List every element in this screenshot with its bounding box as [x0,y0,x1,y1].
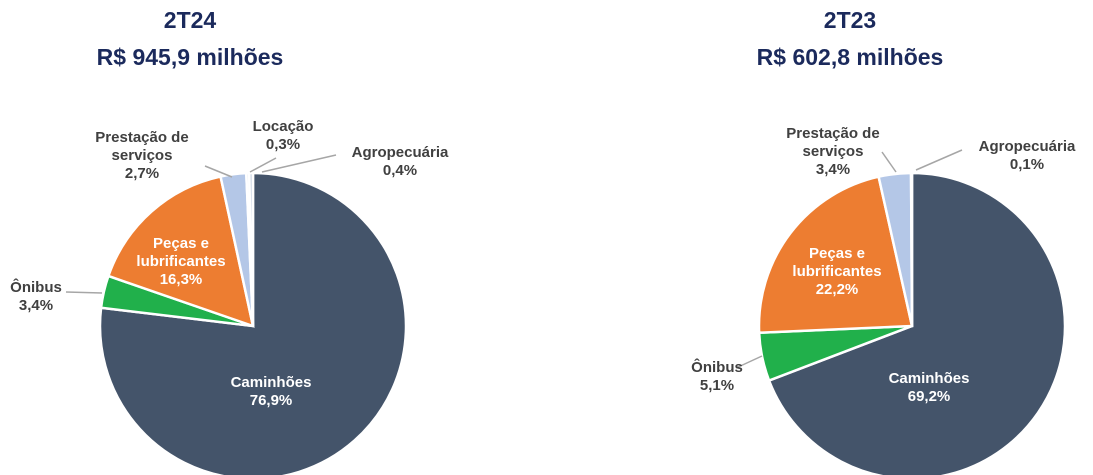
slice-value: 16,3% [159,271,203,288]
slice-value: 22,2% [815,281,859,298]
slice-value: 0,3% [265,136,301,153]
slice-name: Caminhões [888,370,970,387]
slice-value: 3,4% [815,161,851,178]
pie-slice [247,171,255,327]
slice-name: Agropecuária [978,138,1076,155]
slice-name: Ônibus [691,359,743,376]
chart-title: 2T23 [823,7,877,33]
pie-slice [98,171,408,475]
slice-label: Caminhões 76,9% [231,374,312,410]
slice-label: Locação 0,3% [253,118,314,154]
slice-value: 0,4% [382,162,418,179]
chart-subtitle: R$ 602,8 milhões [756,44,944,70]
slice-value: 2,7% [124,165,160,182]
slice-name: Ônibus [10,279,62,296]
pie-slice [757,175,914,335]
slice-label: Ônibus 5,1% [691,359,743,395]
slice-name: Prestação de serviços [95,129,189,164]
chart-title: 2T24 [163,7,217,33]
pie-slice [909,171,914,327]
slice-label: Agropecuária 0,1% [979,138,1076,174]
slice-name: Prestação de serviços [786,125,880,160]
slice-value: 5,1% [699,377,735,394]
slice-value: 3,4% [18,297,54,314]
slice-label: Peças e lubrificantes 16,3% [131,235,231,289]
slice-label: Prestação de serviços 2,7% [87,129,197,183]
leader-line [261,154,337,173]
leader-line [65,291,103,294]
leader-line [881,151,897,173]
chart-subtitle: R$ 945,9 milhões [96,44,284,70]
slice-name: Agropecuária [351,144,449,161]
leader-line [915,149,963,171]
leader-line [735,355,763,369]
slice-label: Caminhões 69,2% [889,370,970,406]
pie-slice [106,174,255,328]
slice-name: Peças e lubrificantes [792,245,882,280]
slice-name: Caminhões [230,374,312,391]
slice-label: Prestação de serviços 3,4% [778,125,888,179]
slice-label: Agropecuária 0,4% [352,144,449,180]
slice-name: Locação [252,118,314,135]
slice-value: 0,1% [1009,156,1045,173]
leader-line [204,165,233,178]
leader-line [249,157,277,173]
slice-name: Peças e lubrificantes [136,235,226,270]
slice-label: Ônibus 3,4% [10,279,62,315]
slice-value: 69,2% [907,388,951,405]
slice-label: Peças e lubrificantes 22,2% [787,245,887,299]
pie-slice [767,171,1067,475]
slice-value: 76,9% [249,392,293,409]
